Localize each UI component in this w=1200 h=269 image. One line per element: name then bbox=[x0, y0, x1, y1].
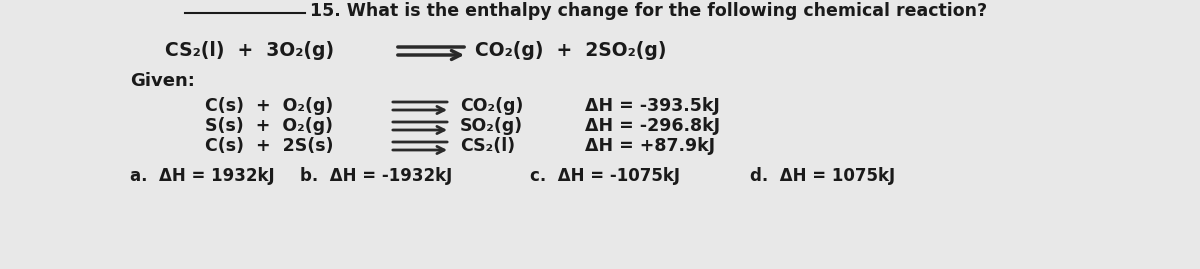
Text: CS₂(l)  +  3O₂(g): CS₂(l) + 3O₂(g) bbox=[166, 41, 334, 61]
Text: CO₂(g)  +  2SO₂(g): CO₂(g) + 2SO₂(g) bbox=[475, 41, 666, 61]
Text: ΔH = +87.9kJ: ΔH = +87.9kJ bbox=[586, 137, 715, 155]
Text: CS₂(l): CS₂(l) bbox=[460, 137, 515, 155]
Text: ΔH = -393.5kJ: ΔH = -393.5kJ bbox=[586, 97, 720, 115]
Text: Given:: Given: bbox=[130, 72, 194, 90]
Text: SO₂(g): SO₂(g) bbox=[460, 117, 523, 135]
Text: S(s)  +  O₂(g): S(s) + O₂(g) bbox=[205, 117, 334, 135]
Text: 15. What is the enthalpy change for the following chemical reaction?: 15. What is the enthalpy change for the … bbox=[310, 2, 988, 20]
Text: ΔH = -296.8kJ: ΔH = -296.8kJ bbox=[586, 117, 720, 135]
Text: C(s)  +  2S(s): C(s) + 2S(s) bbox=[205, 137, 334, 155]
Text: b.  ΔH = -1932kJ: b. ΔH = -1932kJ bbox=[300, 167, 452, 185]
Text: a.  ΔH = 1932kJ: a. ΔH = 1932kJ bbox=[130, 167, 275, 185]
Text: CO₂(g): CO₂(g) bbox=[460, 97, 523, 115]
Text: c.  ΔH = -1075kJ: c. ΔH = -1075kJ bbox=[530, 167, 680, 185]
Text: d.  ΔH = 1075kJ: d. ΔH = 1075kJ bbox=[750, 167, 895, 185]
Text: C(s)  +  O₂(g): C(s) + O₂(g) bbox=[205, 97, 334, 115]
